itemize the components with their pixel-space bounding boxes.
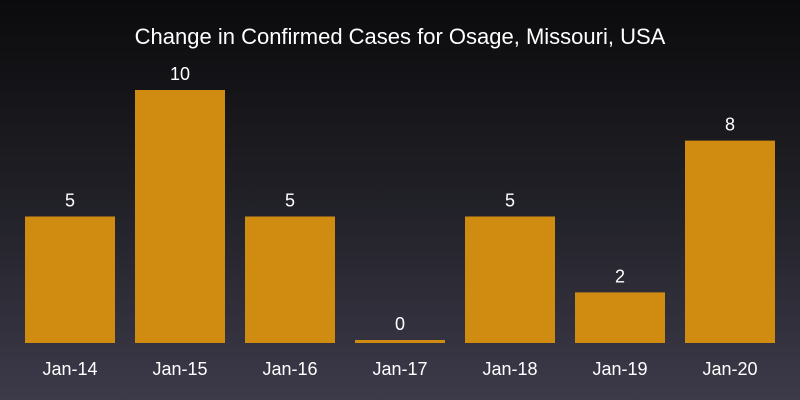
value-label-jan-15: 10 (170, 64, 190, 84)
value-label-jan-17: 0 (395, 314, 405, 334)
bar-jan-20 (685, 140, 775, 343)
x-tick-label-jan-14: Jan-14 (42, 359, 97, 379)
bar-jan-19 (575, 292, 665, 343)
bar-jan-17 (355, 340, 445, 343)
value-labels-group: 5 10 5 0 5 2 8 (65, 64, 735, 334)
value-label-jan-18: 5 (505, 191, 515, 211)
bars-group (25, 90, 775, 343)
x-tick-label-jan-17: Jan-17 (372, 359, 427, 379)
x-tick-label-jan-15: Jan-15 (152, 359, 207, 379)
x-tick-label-jan-16: Jan-16 (262, 359, 317, 379)
value-label-jan-14: 5 (65, 191, 75, 211)
value-label-jan-20: 8 (725, 115, 735, 135)
value-label-jan-16: 5 (285, 191, 295, 211)
bar-jan-18 (465, 216, 555, 343)
x-tick-label-jan-19: Jan-19 (592, 359, 647, 379)
chart-title: Change in Confirmed Cases for Osage, Mis… (135, 24, 666, 49)
x-tick-label-jan-20: Jan-20 (702, 359, 757, 379)
x-tick-label-jan-18: Jan-18 (482, 359, 537, 379)
bar-jan-15 (135, 90, 225, 343)
bar-jan-16 (245, 216, 335, 343)
x-tick-labels-group: Jan-14 Jan-15 Jan-16 Jan-17 Jan-18 Jan-19 Jan-… (42, 359, 757, 379)
value-label-jan-19: 2 (615, 266, 625, 286)
bar-jan-14 (25, 216, 115, 343)
